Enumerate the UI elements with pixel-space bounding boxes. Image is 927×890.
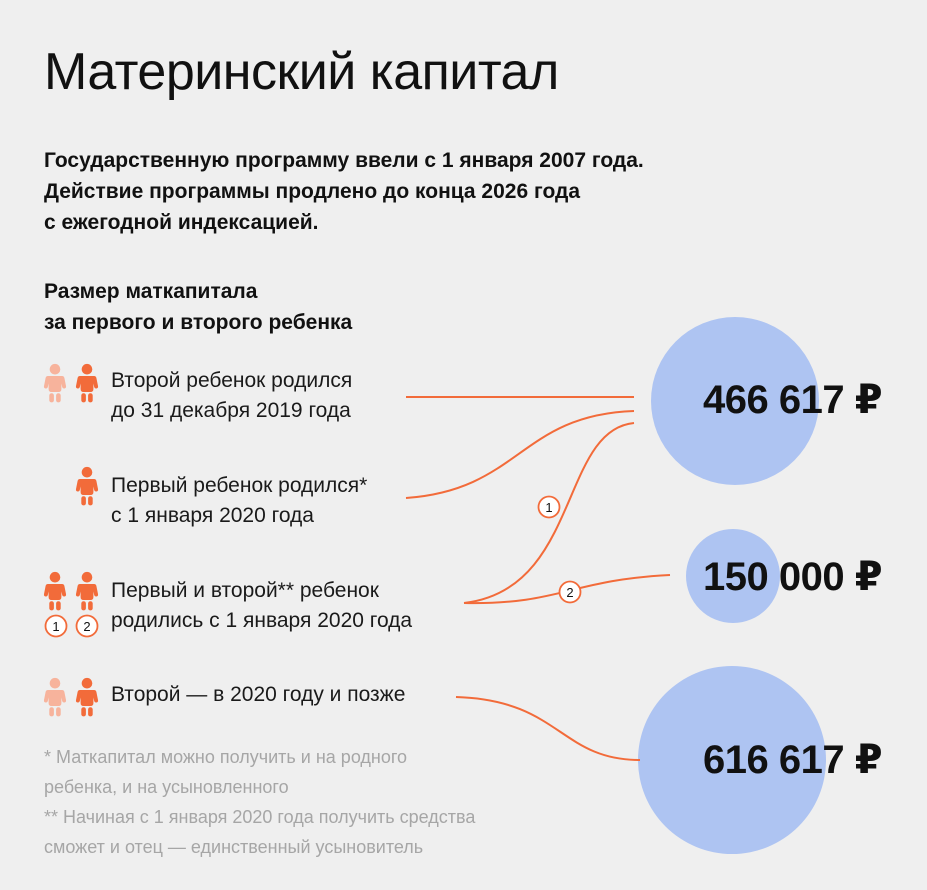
connector-badge-2: 2 <box>558 580 582 604</box>
row-text-line: Второй — в 2020 году и позже <box>111 683 406 706</box>
connector-badge-label: 1 <box>545 500 552 515</box>
row-text-line: до 31 декабря 2019 года <box>111 399 351 422</box>
amount-circle-1 <box>651 317 819 485</box>
intro-line: Действие программы продлено до конца 202… <box>44 180 581 203</box>
baby-icon <box>43 571 67 611</box>
amount-value-2: 150 000 ₽ <box>703 555 883 599</box>
footnote-line: сможет и отец — единственный усыновитель <box>44 837 424 857</box>
row-text-2: Первый ребенок родился* с 1 января 2020 … <box>111 471 367 531</box>
connector-line <box>405 410 635 499</box>
baby-icon <box>75 571 99 611</box>
order-badge-1: 1 <box>44 614 68 638</box>
row-text-line: Первый ребенок родился* <box>111 474 368 497</box>
connector-badge-label: 2 <box>566 585 573 600</box>
amount-circle-2 <box>686 529 780 623</box>
baby-icon <box>75 363 99 403</box>
footnote-line: ребенка, и на усыновленного <box>44 777 289 797</box>
connector-badge-1: 1 <box>537 495 561 519</box>
baby-icon <box>75 466 99 506</box>
footnote-line: ** Начиная с 1 января 2020 года получить… <box>44 807 476 827</box>
row-text-1: Второй ребенок родился до 31 декабря 201… <box>111 366 352 426</box>
baby-icon <box>43 677 67 717</box>
intro-text: Государственную программу ввели с 1 янва… <box>44 145 644 238</box>
section-heading: Размер маткапитала за первого и второго … <box>44 276 352 338</box>
baby-icon <box>43 363 67 403</box>
order-badge-label: 1 <box>52 619 59 634</box>
row-text-line: Второй ребенок родился <box>111 369 353 392</box>
connector-line <box>463 422 635 604</box>
intro-line: Государственную программу ввели с 1 янва… <box>44 149 644 172</box>
footnote-line: * Маткапитал можно получить и на родного <box>44 747 408 767</box>
page-title: Материнский капитал <box>44 43 559 101</box>
row-text-line: с 1 января 2020 года <box>111 504 314 527</box>
row-text-line: родились с 1 января 2020 года <box>111 609 413 632</box>
intro-line: с ежегодной индексацией. <box>44 211 319 234</box>
row-text-3: Первый и второй** ребенок родились с 1 я… <box>111 576 412 636</box>
order-badge-label: 2 <box>83 619 90 634</box>
amount-value-3: 616 617 ₽ <box>703 738 883 782</box>
order-badge-2: 2 <box>75 614 99 638</box>
baby-icon <box>75 677 99 717</box>
footnotes: * Маткапитал можно получить и на родного… <box>44 742 475 862</box>
row-text-line: Первый и второй** ребенок <box>111 579 379 602</box>
row-text-4: Второй — в 2020 году и позже <box>111 680 405 710</box>
amount-circle-3 <box>638 666 826 854</box>
section-heading-line: Размер маткапитала <box>44 280 258 303</box>
amount-value-1: 466 617 ₽ <box>703 378 883 422</box>
section-heading-line: за первого и второго ребенка <box>44 311 353 334</box>
connector-line <box>455 696 641 761</box>
